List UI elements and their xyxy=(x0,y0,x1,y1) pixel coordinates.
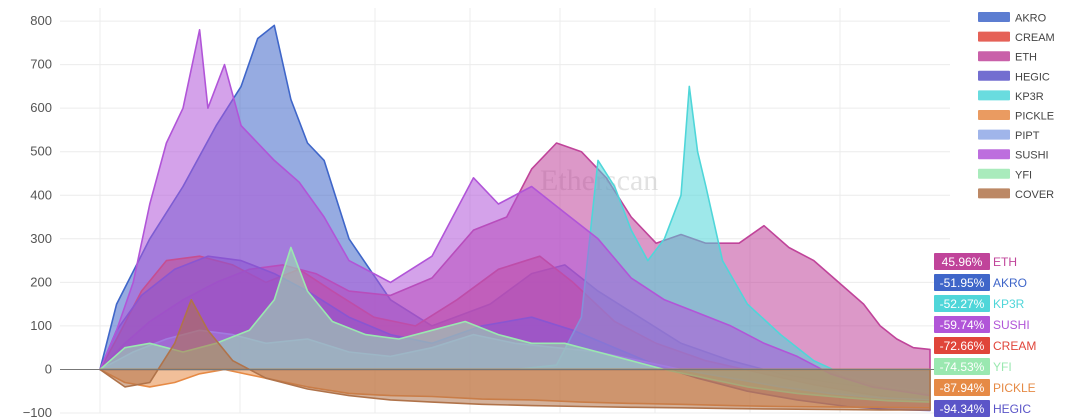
legend-label: PICKLE xyxy=(1015,111,1054,123)
end-label-eth: 45.96% ETH xyxy=(934,253,1017,270)
end-label-hegic: -94.34% HEGIC xyxy=(934,400,1031,417)
legend-item-sushi: SUSHI xyxy=(978,149,1049,162)
legend-label: ETH xyxy=(1015,52,1037,64)
end-badge-value: -52.27% xyxy=(940,297,985,311)
legend-item-kp3r: KP3R xyxy=(978,90,1044,103)
end-badge xyxy=(934,295,990,312)
end-badge-name: AKRO xyxy=(993,276,1027,290)
legend-item-cover: COVER xyxy=(978,188,1054,201)
legend-item-eth: ETH xyxy=(978,51,1037,64)
end-badge-name: CREAM xyxy=(993,339,1036,353)
end-label-pickle: -87.94% PICKLE xyxy=(934,379,1036,396)
end-label-cream: -72.66% CREAM xyxy=(934,337,1036,354)
end-value-labels: 45.96% ETH -51.95% AKRO -52.27% KP3R -59.74% SU… xyxy=(934,253,1036,417)
legend-label: CREAM xyxy=(1015,32,1055,44)
legend-item-pickle: PICKLE xyxy=(978,110,1054,123)
end-badge-value: -59.74% xyxy=(940,318,985,332)
y-tick-label: 300 xyxy=(30,231,52,246)
legend-swatch xyxy=(978,90,1010,101)
legend-swatch xyxy=(978,12,1010,22)
y-tick-label: −100 xyxy=(23,405,52,417)
end-badge-value: -74.53% xyxy=(940,360,985,374)
end-badge-value: -94.34% xyxy=(940,402,985,416)
end-badge-name: KP3R xyxy=(993,297,1025,311)
legend-swatch xyxy=(978,129,1010,140)
legend-swatch xyxy=(978,188,1010,199)
legend-item-cream: CREAM xyxy=(978,31,1055,44)
legend-item-yfi: YFI xyxy=(978,168,1032,181)
y-tick-label: 600 xyxy=(30,100,52,115)
end-label-sushi: -59.74% SUSHI xyxy=(934,316,1030,333)
legend-label: SUSHI xyxy=(1015,150,1049,162)
legend-item-akro: AKRO xyxy=(978,12,1047,25)
end-badge-name: PICKLE xyxy=(993,381,1036,395)
legend-label: YFI xyxy=(1015,169,1032,181)
end-badge-value: 45.96% xyxy=(942,255,983,269)
y-tick-label: 100 xyxy=(30,318,52,333)
end-label-kp3r: -52.27% KP3R xyxy=(934,295,1025,312)
y-tick-label: 400 xyxy=(30,187,52,202)
end-badge-name: ETH xyxy=(993,255,1017,269)
end-badge xyxy=(934,316,990,333)
end-badge xyxy=(934,358,990,375)
legend-swatch xyxy=(978,51,1010,62)
end-badge-name: HEGIC xyxy=(993,402,1031,416)
legend-label: HEGIC xyxy=(1015,71,1050,83)
legend-item-hegic: HEGIC xyxy=(978,70,1050,83)
end-badge-value: -51.95% xyxy=(940,276,985,290)
end-badge xyxy=(934,337,990,354)
legend-label: AKRO xyxy=(1015,13,1047,25)
y-tick-label: 700 xyxy=(30,57,52,72)
end-badge xyxy=(934,400,990,417)
end-badge-value: -87.94% xyxy=(940,381,985,395)
y-tick-label: 500 xyxy=(30,144,52,159)
legend-label: COVER xyxy=(1015,189,1054,201)
y-tick-label: 200 xyxy=(30,274,52,289)
legend-swatch xyxy=(978,168,1010,179)
legend-swatch xyxy=(978,149,1010,160)
end-badge-name: YFI xyxy=(993,360,1012,374)
legend-label: PIPT xyxy=(1015,130,1040,142)
end-badge xyxy=(934,379,990,396)
end-badge-value: -72.66% xyxy=(940,339,985,353)
end-badge-name: SUSHI xyxy=(993,318,1030,332)
end-badge xyxy=(934,253,990,270)
legend-swatch xyxy=(978,70,1010,81)
y-axis: −100 0 100 200 300 400 500 600 700 800 xyxy=(23,13,52,417)
y-tick-label: 0 xyxy=(45,361,52,376)
legend: AKRO CREAM ETH HEGIC KP3R PICKLE PIPT SUSHI YFI C… xyxy=(978,12,1055,201)
series-area-cover xyxy=(99,299,931,411)
legend-swatch xyxy=(978,110,1010,120)
series-areas xyxy=(60,24,950,412)
legend-item-pipt: PIPT xyxy=(978,129,1040,142)
legend-label: KP3R xyxy=(1015,91,1044,103)
y-tick-label: 800 xyxy=(30,13,52,28)
end-label-akro: -51.95% AKRO xyxy=(934,274,1027,291)
end-badge xyxy=(934,274,990,291)
legend-swatch xyxy=(978,31,1010,42)
end-label-yfi: -74.53% YFI xyxy=(934,358,1012,375)
